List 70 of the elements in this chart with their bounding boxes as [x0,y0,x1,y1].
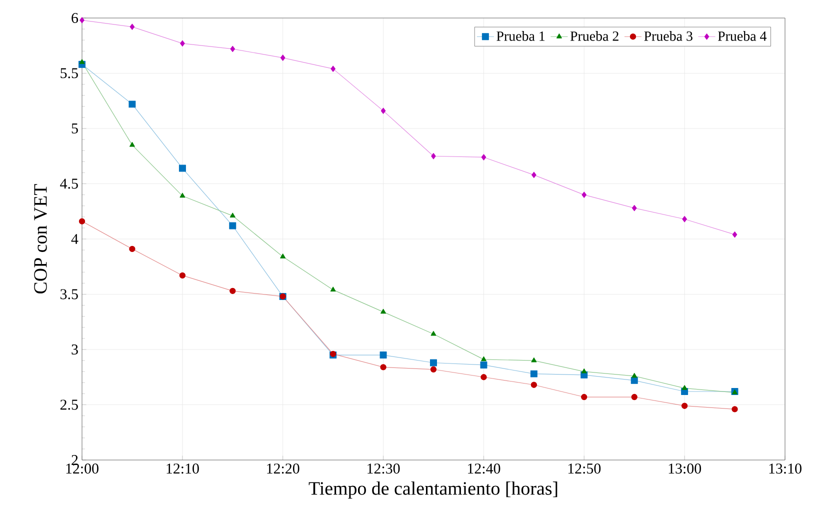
point [230,212,236,218]
point [630,376,638,384]
x-tick-label: 12:30 [368,464,400,474]
point [532,172,536,178]
point [632,204,637,212]
point [732,231,738,238]
point [430,330,436,336]
y-axis-title: COP con VET [34,184,47,294]
y-tick-label: 5.5 [60,68,78,78]
point [280,254,286,258]
point [431,153,436,160]
point [80,17,84,24]
point [531,357,537,362]
y-tick-label: 2.5 [60,400,78,410]
point [129,142,135,147]
point [582,192,587,198]
point [530,382,538,388]
x-tick-label: 12:00 [66,464,98,474]
point [581,368,587,374]
x-tick-label: 13:00 [668,464,702,474]
point [631,394,638,400]
x-tick-label: 12:50 [568,464,601,474]
y-tick-label: 3.5 [60,289,78,300]
point [179,272,186,279]
point [430,359,437,366]
x-tick-label: 13:10 [769,464,802,474]
point [130,24,135,30]
legend-label: Prueba 3 [644,31,692,41]
legend-label: Prueba 1 [496,31,545,41]
point [180,40,185,47]
point [632,372,638,378]
point [480,361,488,368]
point [681,402,688,409]
point [581,394,588,400]
y-tick-label: 6 [72,12,78,24]
point [380,308,386,314]
point [79,59,85,64]
y-tick-label: 2 [72,455,78,465]
x-tick-label: 12:10 [166,464,199,474]
point [128,100,136,108]
x-tick-label: 12:20 [267,464,300,474]
point [480,374,487,380]
point [180,192,186,198]
point [380,364,386,370]
x-tick-label: 12:40 [468,464,500,474]
point [230,288,236,294]
point [230,46,236,52]
x-axis-title: Tiempo de calentamiento [horas] [308,482,558,499]
point [280,54,286,61]
point [178,164,186,172]
point [78,218,86,224]
point [330,66,336,72]
point [330,286,336,292]
point [530,370,538,378]
y-tick-label: 4 [71,234,78,244]
point [129,246,136,252]
point [682,216,687,222]
y-tick-label: 4.5 [60,178,78,189]
y-tick-label: 5 [72,124,78,134]
point [481,356,486,362]
legend-label: Prueba 4 [718,31,767,41]
point [682,385,688,390]
point [430,366,437,372]
point [380,352,387,359]
point [732,406,738,412]
point [229,222,236,230]
legend-label: Prueba 2 [570,31,618,41]
y-tick-label: 3 [72,344,78,355]
point [481,154,486,160]
point [380,108,386,114]
